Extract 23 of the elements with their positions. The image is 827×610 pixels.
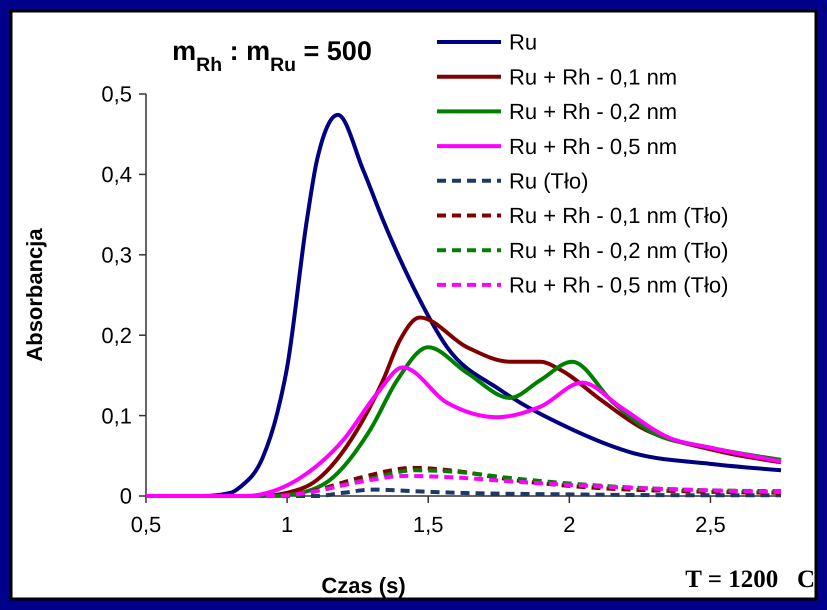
legend-label: Ru + Rh - 0,5 nm — [509, 134, 678, 159]
legend-label: Ru + Rh - 0,2 nm (Tło) — [509, 238, 728, 263]
x-axis-title: Czas (s) — [321, 573, 406, 598]
y-tick-label: 0,2 — [101, 322, 132, 348]
y-tick-label: 0,1 — [101, 403, 132, 428]
x-tick-label: 0,5 — [130, 512, 162, 537]
y-tick-label: 0,3 — [101, 242, 132, 268]
legend-label: Ru (Tło) — [509, 168, 588, 194]
legend-label: Ru + Rh - 0,1 nm — [509, 64, 678, 90]
legend-label: Ru + Rh - 0,5 nm (Tło) — [509, 272, 728, 298]
y-tick-label: 0,5 — [101, 82, 132, 107]
y-tick-label: 0,4 — [101, 162, 132, 188]
x-tick-label: 2,5 — [695, 512, 726, 537]
chart-title: m$_{Rh}$ : m$_{Ru}$ = 500 — [172, 36, 372, 76]
x-tick-label: 2 — [563, 512, 576, 537]
x-tick-label: 1,5 — [412, 512, 444, 537]
y-tick-label: 0 — [120, 484, 132, 509]
legend-label: Ru + Rh - 0,2 nm — [509, 99, 678, 124]
x-tick-label: 1 — [280, 512, 294, 537]
text: T = 1200 C — [685, 566, 815, 593]
legend-label: Ru — [509, 30, 538, 55]
y-axis-title: Absorbancja — [22, 228, 47, 362]
legend-label: Ru + Rh - 0,1 nm (Tło) — [509, 203, 728, 228]
